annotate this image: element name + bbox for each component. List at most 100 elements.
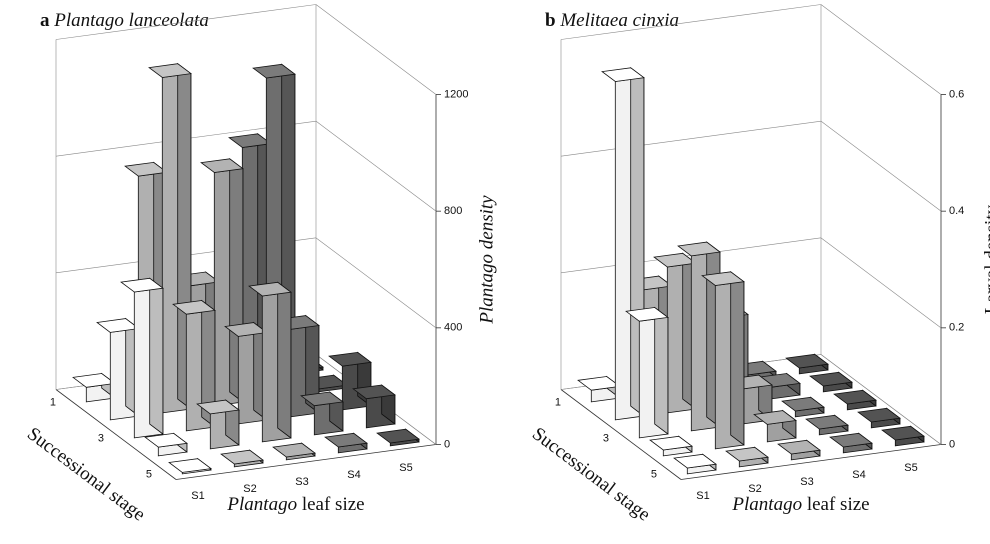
bar bbox=[168, 457, 212, 475]
bar bbox=[725, 446, 769, 468]
grid-line bbox=[820, 120, 942, 212]
floor-edge bbox=[55, 389, 177, 480]
floor-edge bbox=[175, 444, 437, 480]
bar bbox=[829, 432, 873, 454]
bar bbox=[601, 67, 645, 421]
bar-top bbox=[352, 384, 396, 400]
bar-top bbox=[857, 407, 901, 423]
bar-top bbox=[172, 300, 216, 315]
y-tick-label: 1200 bbox=[444, 88, 468, 100]
panel-title-text: Melitaea cinxia bbox=[559, 10, 679, 31]
bar-top bbox=[196, 399, 240, 415]
bar bbox=[781, 396, 825, 418]
bar bbox=[777, 439, 821, 461]
bar bbox=[809, 371, 853, 393]
bar-side bbox=[730, 270, 745, 446]
y-tick-label: 0 bbox=[949, 438, 955, 450]
bar-top bbox=[224, 322, 268, 337]
y-tick-label: 400 bbox=[444, 322, 462, 334]
floor-edge bbox=[680, 444, 942, 480]
bar-top bbox=[120, 277, 164, 293]
bar bbox=[805, 414, 849, 436]
bar bbox=[324, 432, 368, 454]
x-tick-label: S3 bbox=[295, 476, 308, 488]
bar-side bbox=[654, 306, 669, 435]
bar bbox=[352, 384, 396, 429]
bar bbox=[649, 435, 693, 457]
bar bbox=[677, 241, 721, 432]
x-axis-label-rest: leaf size bbox=[807, 494, 870, 515]
panel-title: a Plantago lanceolata bbox=[40, 10, 209, 31]
bar-top bbox=[577, 376, 621, 391]
grid-line bbox=[820, 4, 942, 95]
depth-tick-label: 3 bbox=[603, 432, 609, 444]
bar bbox=[376, 428, 420, 447]
x-tick-label: S3 bbox=[800, 476, 813, 488]
bar bbox=[144, 432, 188, 457]
bar bbox=[757, 372, 801, 400]
bar-top bbox=[601, 67, 645, 82]
panel-label: b bbox=[545, 10, 556, 31]
bar-top bbox=[144, 432, 188, 448]
bar bbox=[72, 372, 116, 403]
bar-top bbox=[785, 353, 829, 369]
depth-axis-label: Successional stage bbox=[528, 423, 654, 525]
bar-top bbox=[781, 396, 825, 412]
bar bbox=[196, 399, 240, 450]
y-tick-label: 800 bbox=[444, 205, 462, 217]
bar-side bbox=[149, 277, 164, 435]
bar-top bbox=[220, 449, 264, 465]
bar-top bbox=[881, 425, 925, 441]
bar-top bbox=[829, 432, 873, 448]
bar-top bbox=[376, 428, 420, 444]
grid-line bbox=[820, 354, 942, 445]
bar-top bbox=[777, 439, 821, 455]
bar-top bbox=[673, 453, 717, 469]
x-tick-label: S2 bbox=[243, 483, 256, 495]
bar bbox=[172, 299, 216, 432]
bar bbox=[200, 158, 244, 407]
x-tick-label: S4 bbox=[347, 469, 360, 481]
bar bbox=[673, 453, 717, 475]
bar bbox=[248, 281, 292, 443]
floor-edge bbox=[560, 389, 682, 480]
bar-side bbox=[277, 281, 292, 439]
x-axis-label-italic: Plantago bbox=[731, 494, 802, 515]
bar-top bbox=[833, 389, 877, 405]
bar bbox=[881, 425, 925, 447]
depth-tick-label: 1 bbox=[50, 396, 56, 408]
panel-title: b Melitaea cinxia bbox=[545, 10, 679, 31]
bar-top bbox=[625, 307, 669, 322]
panel-label: a bbox=[40, 10, 50, 31]
bar-top bbox=[653, 252, 697, 268]
bar-top bbox=[96, 318, 140, 333]
bar bbox=[220, 449, 264, 468]
grid-line bbox=[315, 4, 437, 95]
bar-top bbox=[725, 446, 769, 462]
bar-top bbox=[168, 458, 212, 473]
x-tick-label: S5 bbox=[904, 462, 917, 474]
bar-top bbox=[324, 432, 368, 448]
x-tick-label: S4 bbox=[852, 469, 865, 481]
bar-top bbox=[252, 63, 296, 79]
bar bbox=[96, 317, 140, 421]
y-tick-label: 0.6 bbox=[949, 88, 964, 100]
bar-top bbox=[300, 391, 344, 407]
bar bbox=[120, 277, 164, 439]
panel-title-text: Plantago lanceolata bbox=[53, 10, 209, 31]
grid-line bbox=[560, 4, 822, 40]
bar-top bbox=[124, 161, 168, 177]
grid-line bbox=[820, 237, 942, 329]
bar-top bbox=[328, 351, 372, 367]
x-tick-label: S1 bbox=[191, 490, 204, 502]
bar bbox=[272, 442, 316, 461]
bar-top bbox=[148, 63, 192, 78]
bar bbox=[753, 409, 797, 443]
depth-tick-label: 1 bbox=[555, 396, 561, 408]
bar-top bbox=[72, 373, 116, 388]
bar-top bbox=[649, 435, 693, 451]
bar bbox=[785, 353, 829, 375]
depth-tick-label: 5 bbox=[651, 468, 657, 480]
x-axis-label: Plantago leaf size bbox=[731, 494, 869, 515]
depth-tick-label: 5 bbox=[146, 468, 152, 480]
